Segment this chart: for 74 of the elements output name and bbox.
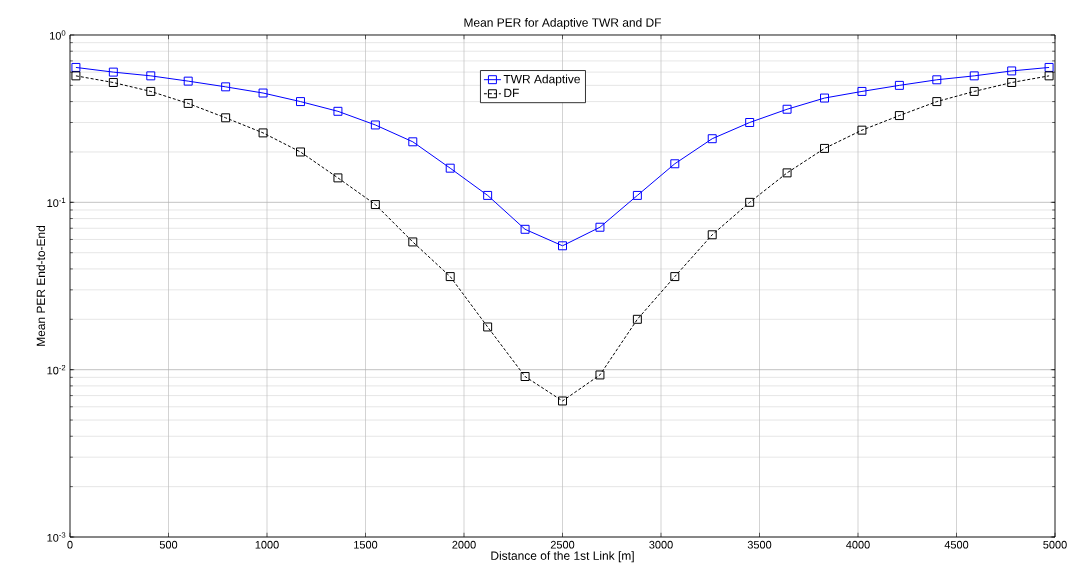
point — [370, 120, 380, 130]
point — [146, 71, 156, 81]
point — [820, 93, 829, 103]
y-axis-title: Mean PER End-to-End — [36, 225, 46, 346]
x-tick-label: 3500 — [747, 540, 772, 549]
point — [632, 190, 642, 200]
point — [707, 230, 717, 240]
y-tick-label: 10$^{-2}$ — [47, 364, 66, 375]
point — [969, 86, 979, 96]
point — [146, 86, 156, 96]
point — [595, 222, 605, 232]
point — [894, 111, 904, 121]
point — [932, 75, 942, 85]
x-tick-label: 4500 — [944, 540, 969, 549]
point — [108, 67, 118, 77]
point — [632, 314, 642, 324]
point — [183, 98, 193, 108]
point — [745, 197, 755, 207]
x-tick-label: 500 — [159, 540, 178, 549]
point — [670, 159, 680, 169]
point — [520, 372, 530, 382]
point — [969, 71, 979, 81]
point — [296, 147, 305, 157]
point — [408, 137, 418, 147]
point — [445, 163, 455, 173]
x-tick-label: 5000 — [1043, 540, 1067, 549]
x-tick-label: 2500 — [550, 540, 575, 549]
point — [857, 125, 867, 135]
y-tick-label: 10$^{-1}$ — [47, 197, 66, 208]
x-tick-label: 2000 — [452, 540, 476, 549]
x-tick-label: 1000 — [255, 540, 279, 549]
point — [333, 106, 343, 116]
point — [71, 62, 81, 72]
point — [820, 143, 829, 153]
point — [670, 272, 680, 282]
point — [71, 71, 81, 81]
legend-label: TWR Adaptive — [503, 74, 580, 86]
x-tick-label: 0 — [67, 540, 73, 549]
point — [296, 97, 305, 107]
point — [221, 82, 231, 92]
point — [333, 173, 343, 183]
point — [595, 370, 605, 380]
point — [707, 134, 717, 144]
point — [932, 97, 942, 107]
x-axis-title: Distance of the 1st Link [m] — [491, 551, 634, 563]
point — [782, 104, 792, 114]
point — [445, 272, 455, 282]
point — [894, 80, 904, 90]
chart-title: Mean PER for Adaptive TWR and DF — [464, 18, 662, 30]
point — [108, 78, 118, 88]
y-tick-label: 10$^{0}$ — [50, 30, 66, 40]
point — [782, 168, 792, 178]
point — [483, 322, 493, 332]
point — [1007, 78, 1017, 88]
x-tick-label: 4000 — [846, 540, 870, 549]
point — [1044, 62, 1054, 72]
legend-label: DF — [504, 88, 519, 98]
x-tick-label: 1500 — [354, 540, 378, 549]
point — [1044, 71, 1054, 81]
point — [483, 190, 493, 200]
point — [258, 88, 268, 98]
point — [221, 113, 231, 123]
point — [520, 224, 530, 234]
point — [857, 86, 867, 96]
point — [558, 241, 567, 251]
point — [183, 76, 193, 86]
y-tick-label: 10$^{-3}$ — [47, 532, 66, 542]
point — [258, 128, 268, 138]
point — [745, 118, 755, 127]
point — [1007, 66, 1017, 76]
point — [408, 237, 418, 247]
point — [370, 200, 380, 210]
point — [558, 396, 567, 406]
x-tick-label: 3000 — [649, 540, 673, 549]
